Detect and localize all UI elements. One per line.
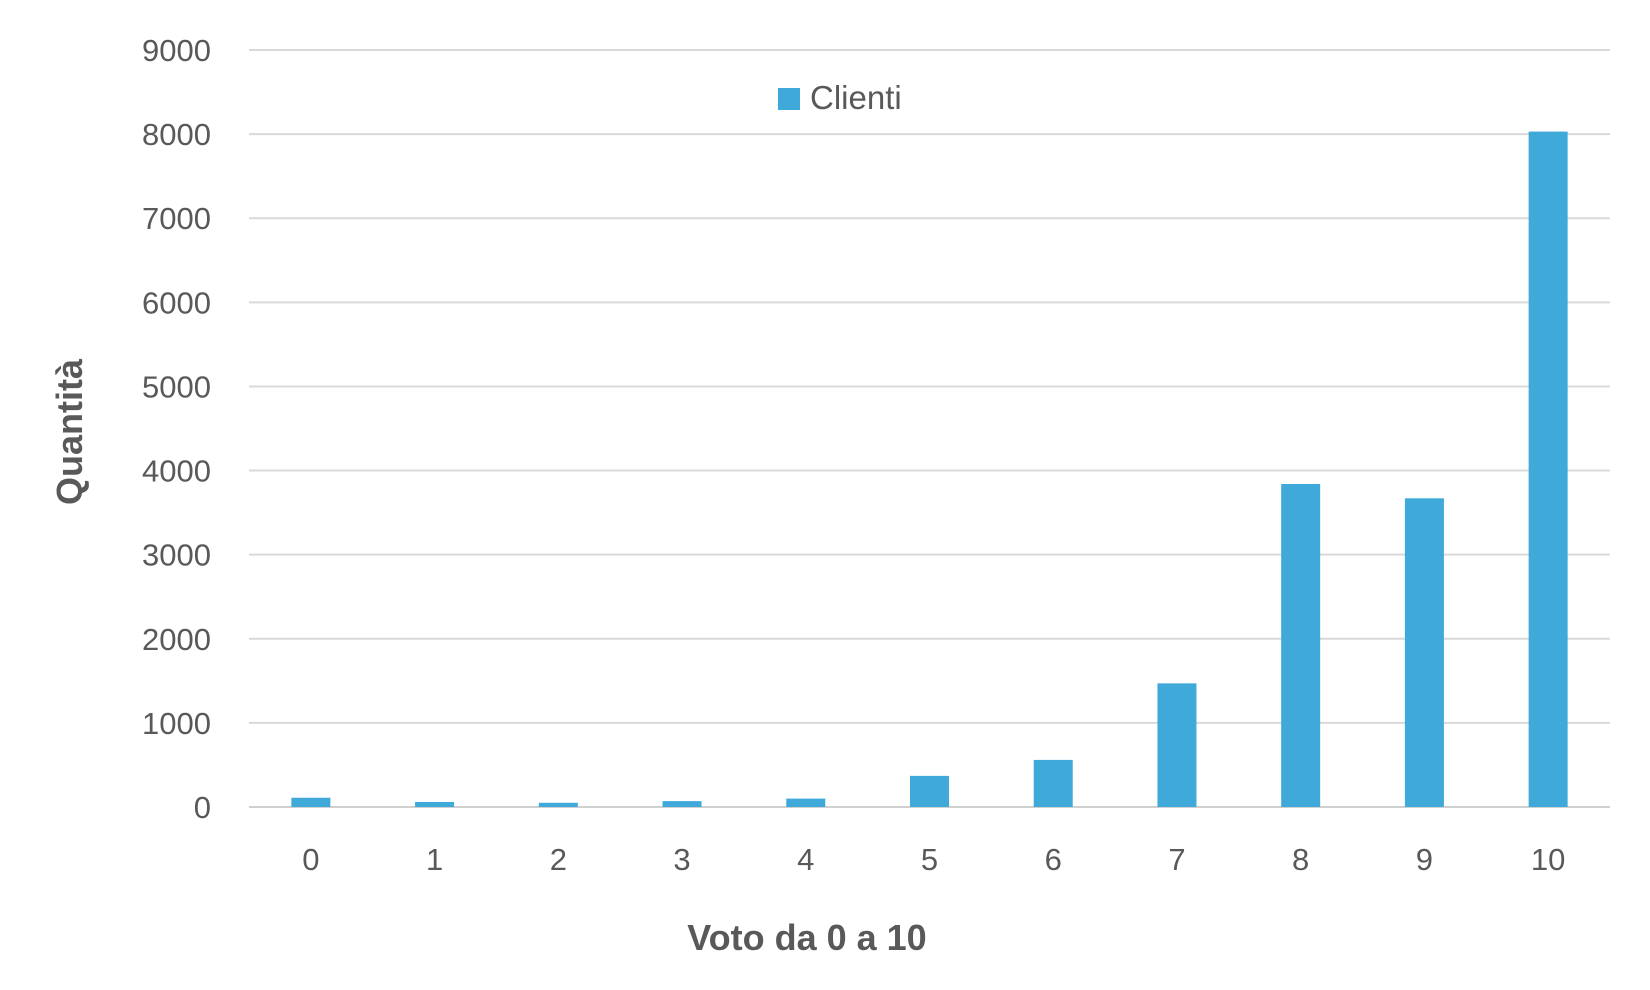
x-tick-label: 4 [797, 842, 814, 877]
legend: Clienti [778, 79, 902, 116]
y-tick-label: 5000 [142, 369, 211, 404]
y-axis-title: Quantità [49, 358, 90, 505]
bar-9 [1404, 498, 1444, 807]
y-tick-label: 4000 [142, 454, 211, 489]
x-tick-label: 7 [1168, 842, 1185, 877]
y-axis-ticks: 0 1000 2000 3000 4000 5000 6000 7000 8000 9000 [142, 33, 211, 825]
x-tick-label: 1 [426, 842, 443, 877]
bar-7 [1157, 683, 1197, 807]
x-tick-label: 10 [1531, 842, 1565, 877]
bar-4 [786, 798, 826, 807]
x-tick-label: 3 [673, 842, 690, 877]
legend-swatch-clienti [778, 88, 800, 110]
bar-8 [1281, 484, 1321, 807]
bar-1 [415, 801, 455, 807]
y-tick-label: 8000 [142, 117, 211, 152]
x-axis-title: Voto da 0 a 10 [687, 917, 926, 958]
y-tick-label: 6000 [142, 285, 211, 320]
x-tick-label: 0 [302, 842, 319, 877]
bar-2 [538, 802, 578, 807]
y-tick-label: 1000 [142, 706, 211, 741]
x-axis-ticks: 0 1 2 3 4 5 6 7 8 9 10 [302, 842, 1565, 877]
x-tick-label: 6 [1045, 842, 1062, 877]
bar-6 [1033, 759, 1073, 807]
y-tick-label: 7000 [142, 201, 211, 236]
x-tick-label: 8 [1292, 842, 1309, 877]
bar-10 [1528, 131, 1568, 808]
legend-label-clienti: Clienti [810, 79, 902, 116]
x-tick-label: 9 [1416, 842, 1433, 877]
x-tick-label: 5 [921, 842, 938, 877]
x-tick-label: 2 [550, 842, 567, 877]
bar-3 [662, 801, 702, 807]
bars [291, 131, 1568, 808]
y-tick-label: 3000 [142, 538, 211, 573]
bar-5 [910, 775, 949, 807]
y-tick-label: 0 [194, 790, 211, 825]
gridlines [249, 49, 1610, 808]
bar-0 [291, 797, 331, 807]
y-tick-label: 2000 [142, 622, 211, 657]
y-tick-label: 9000 [142, 33, 211, 68]
